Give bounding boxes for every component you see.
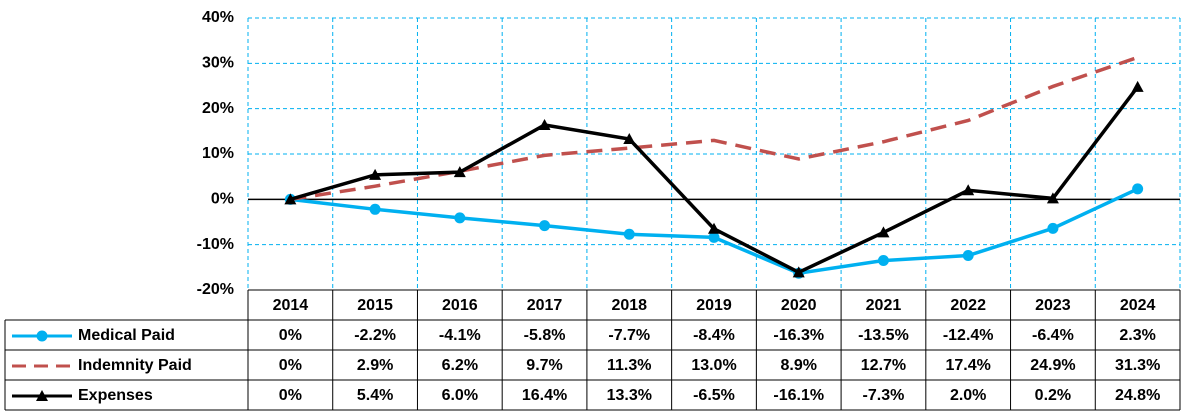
x-category: 2024 bbox=[1120, 297, 1156, 314]
table-value: -2.2% bbox=[354, 327, 396, 344]
table-value: 6.0% bbox=[442, 387, 478, 404]
x-category: 2021 bbox=[866, 297, 902, 314]
point bbox=[877, 255, 889, 267]
point bbox=[539, 220, 551, 232]
point bbox=[623, 133, 636, 145]
table-value: -6.5% bbox=[693, 387, 735, 404]
table-value: -8.4% bbox=[693, 327, 735, 344]
table-value: 11.3% bbox=[607, 357, 651, 374]
y-tick-label: -10% bbox=[197, 236, 234, 253]
table-value: 9.7% bbox=[526, 357, 562, 374]
legend-marker bbox=[36, 330, 48, 342]
table-value: 24.9% bbox=[1030, 357, 1075, 374]
table-value: -16.3% bbox=[773, 327, 824, 344]
table-value: 2.0% bbox=[950, 387, 986, 404]
point bbox=[369, 203, 381, 215]
point bbox=[792, 266, 805, 278]
point bbox=[623, 228, 635, 240]
legend-label: Indemnity Paid bbox=[78, 357, 192, 374]
table-value: 24.8% bbox=[1115, 387, 1160, 404]
table-value: 31.3% bbox=[1115, 357, 1160, 374]
x-category: 2016 bbox=[442, 297, 478, 314]
point bbox=[454, 212, 466, 224]
table-value: 0% bbox=[279, 387, 302, 404]
table-value: -13.5% bbox=[858, 327, 909, 344]
x-category: 2014 bbox=[273, 297, 309, 314]
table-value: -7.7% bbox=[608, 327, 650, 344]
point bbox=[453, 166, 466, 178]
table-value: 6.2% bbox=[442, 357, 478, 374]
point bbox=[877, 226, 890, 238]
table-value: 0% bbox=[279, 357, 302, 374]
point bbox=[708, 231, 720, 243]
point bbox=[1046, 192, 1059, 204]
series-line bbox=[290, 55, 1139, 202]
table-value: -12.4% bbox=[943, 327, 994, 344]
point bbox=[708, 222, 720, 234]
table-value: 0% bbox=[279, 327, 302, 344]
x-category: 2018 bbox=[611, 297, 647, 314]
legend-marker bbox=[36, 390, 48, 401]
point bbox=[962, 250, 974, 262]
x-category: 2023 bbox=[1035, 297, 1071, 314]
table-value: 13.0% bbox=[691, 357, 736, 374]
table-value: 13.3% bbox=[607, 387, 652, 404]
point bbox=[284, 193, 297, 205]
y-tick-label: 30% bbox=[202, 55, 234, 72]
x-category: 2017 bbox=[527, 297, 563, 314]
y-tick-label: 0% bbox=[211, 191, 234, 208]
x-category: 2020 bbox=[781, 297, 817, 314]
table-value: 16.4% bbox=[522, 387, 567, 404]
y-tick-label: 20% bbox=[202, 100, 234, 117]
point bbox=[1131, 80, 1144, 92]
table-value: 12.7% bbox=[861, 357, 906, 374]
legend-label: Medical Paid bbox=[78, 327, 175, 344]
table-value: -7.3% bbox=[863, 387, 905, 404]
table-value: -16.1% bbox=[773, 387, 824, 404]
x-category: 2022 bbox=[950, 297, 986, 314]
table-value: 5.4% bbox=[357, 387, 393, 404]
table-value: -4.1% bbox=[439, 327, 481, 344]
point bbox=[369, 168, 382, 180]
point bbox=[1047, 222, 1059, 234]
point bbox=[1132, 183, 1144, 195]
y-tick-label: 40% bbox=[202, 9, 234, 26]
table-value: 17.4% bbox=[945, 357, 990, 374]
table-value: 2.3% bbox=[1119, 327, 1155, 344]
table-value: 8.9% bbox=[780, 357, 816, 374]
table-value: 2.9% bbox=[357, 357, 393, 374]
point bbox=[962, 184, 975, 196]
table-value: -5.8% bbox=[524, 327, 566, 344]
point bbox=[538, 118, 551, 130]
table-value: -6.4% bbox=[1032, 327, 1074, 344]
table-value: 0.2% bbox=[1035, 387, 1071, 404]
y-tick-label: -20% bbox=[197, 281, 234, 298]
y-tick-label: 10% bbox=[202, 145, 234, 162]
x-category: 2019 bbox=[696, 297, 732, 314]
x-category: 2015 bbox=[357, 297, 393, 314]
legend-label: Expenses bbox=[78, 387, 153, 404]
